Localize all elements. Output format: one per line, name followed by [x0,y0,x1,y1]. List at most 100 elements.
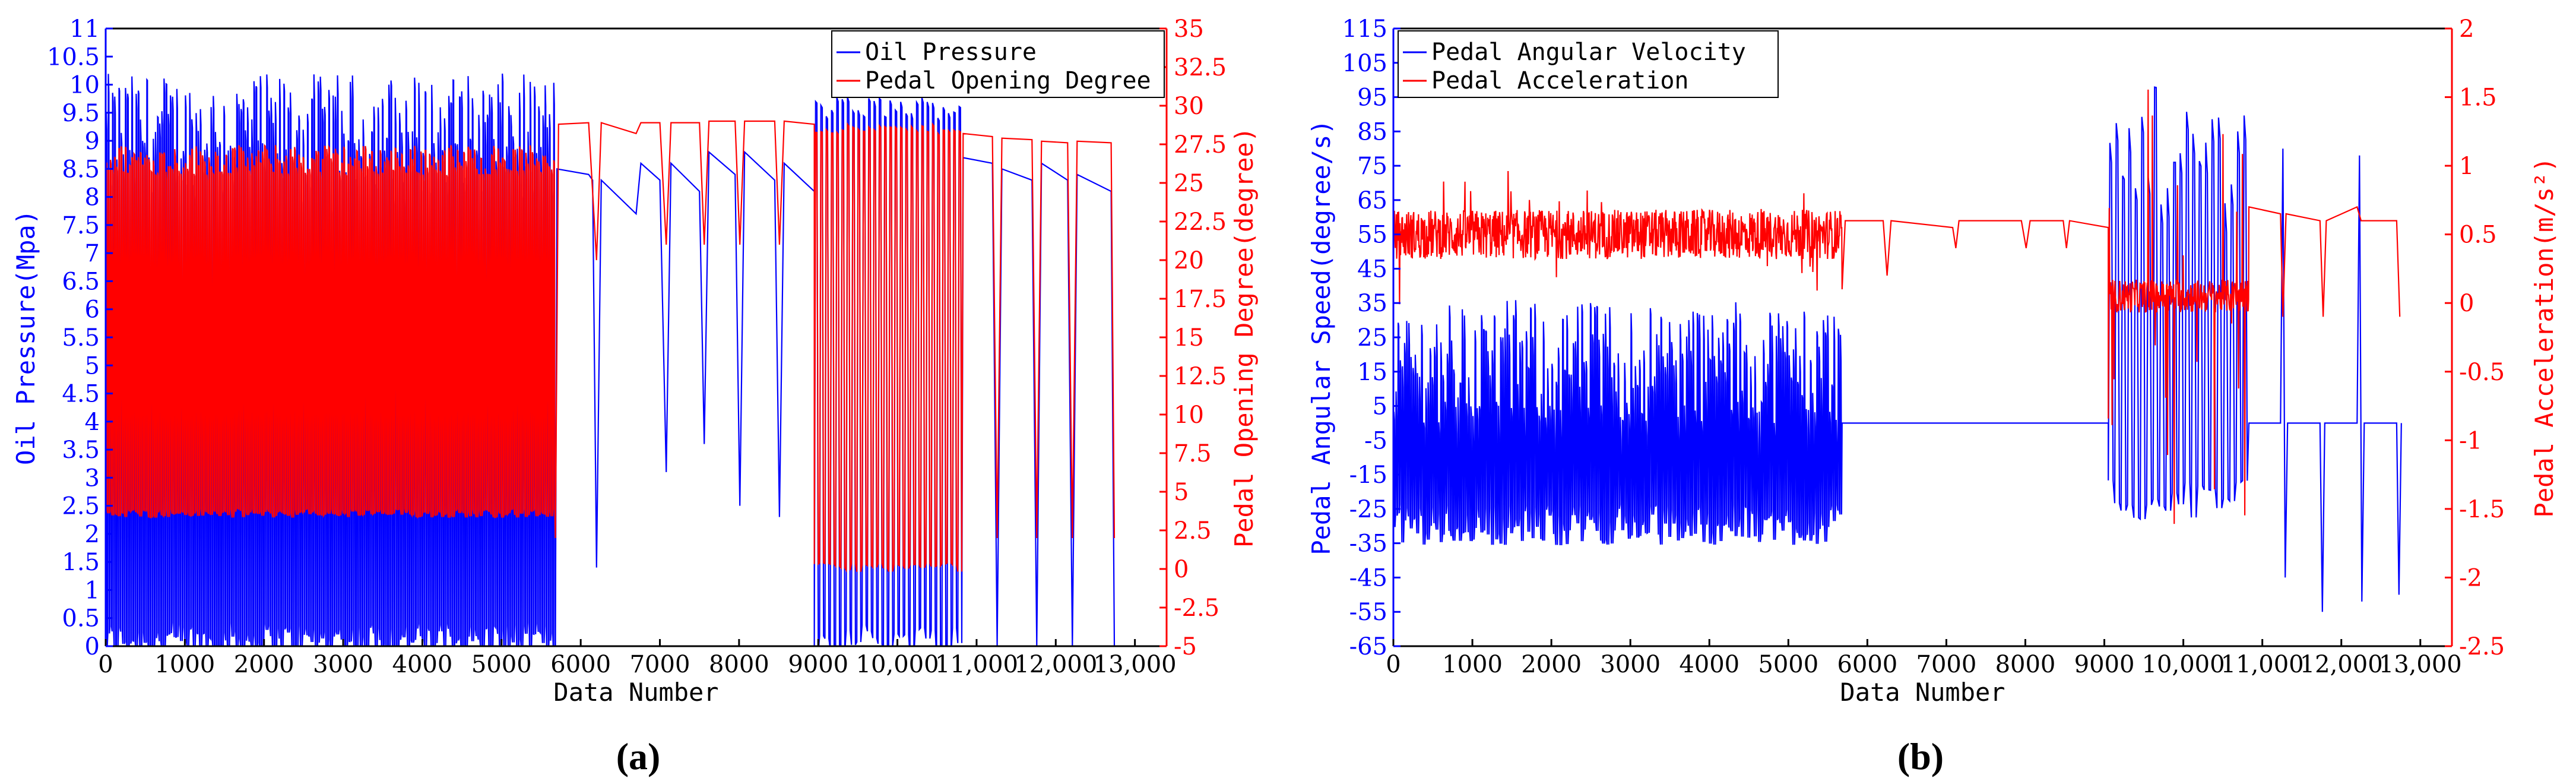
y-left-tick-label: 5 [1373,393,1387,420]
y-left-tick-label: 85 [1357,118,1387,146]
y-left-tick-label: 7 [85,240,100,267]
y-right-tick-label: 30 [1174,93,1204,120]
y-left-tick-label: 6.5 [62,268,100,295]
y-left-tick-label: -5 [1364,427,1387,454]
x-tick-label: 1000 [154,651,215,678]
y-left-tick-label: 10 [69,72,100,99]
x-tick-label: 4000 [392,651,453,678]
plot-area [106,73,1116,646]
y-right-tick-label: 0 [1174,556,1189,583]
y-left-tick-label: 7.5 [62,212,100,239]
y-right-tick-label: 17.5 [1174,286,1227,313]
y-right-tick-label: -2 [2459,564,2482,592]
y-left-tick-label: -45 [1349,564,1387,592]
x-tick-label: 4000 [1679,651,1739,678]
y-left-tick-label: 8 [85,184,100,211]
y-left-tick-label: 55 [1357,222,1387,249]
y-left-tick-label: 0 [85,633,100,660]
y-left-tick-label: 11 [69,15,100,43]
y-left-tick-label: 25 [1357,324,1387,352]
y-right-tick-label: 2 [2459,15,2474,43]
x-tick-label: 11,000 [2221,651,2304,678]
y-left-tick-label: 6 [85,296,100,324]
y-left-tick-label: 2 [85,521,100,548]
x-tick-label: 2000 [234,651,294,678]
legend-label: Pedal Acceleration [1431,67,1688,94]
y-left-tick-label: 10.5 [47,43,100,71]
y-left-tick-label: -65 [1349,633,1387,660]
y-right-tick-label: -1.5 [2459,496,2505,523]
x-tick-label: 8000 [1995,651,2056,678]
y-right-tick-label: -1 [2459,427,2482,454]
x-tick-label: 1000 [1442,651,1503,678]
y-left-tick-label: -25 [1349,496,1387,523]
y-left-tick-label: 4.5 [62,381,100,408]
y-left-tick-label: 3 [85,464,100,492]
legend-label: Oil Pressure [865,39,1037,66]
y-right-tick-label: 20 [1174,247,1204,274]
y-right-tick-label: 1.5 [2459,84,2497,112]
y-axis-left-title: Pedal Angular Speed(degree/s) [1307,119,1336,555]
y-right-tick-label: 1 [2459,153,2474,180]
y-right-tick-label: 35 [1174,15,1204,43]
x-tick-label: 3000 [313,651,373,678]
x-tick-label: 12,000 [2300,651,2383,678]
x-tick-label: 0 [1386,651,1401,678]
x-tick-label: 9000 [788,651,848,678]
y-axis-left-title: Oil Pressure(Mpa) [11,210,40,465]
y-left-tick-label: -35 [1349,530,1387,558]
y-left-tick-label: 8.5 [62,156,100,183]
x-tick-label: 10,000 [856,651,939,678]
y-left-tick-label: 115 [1342,15,1387,43]
x-tick-label: 8000 [709,651,769,678]
y-right-tick-label: -0.5 [2459,359,2505,386]
x-tick-label: 2000 [1521,651,1582,678]
x-axis-title: Data Number [553,678,718,707]
y-left-tick-label: 9.5 [62,100,100,127]
y-right-tick-label: 2.5 [1174,517,1212,545]
x-tick-label: 10,000 [2142,651,2225,678]
y-left-tick-label: 1.5 [62,549,100,576]
y-left-tick-label: -55 [1349,599,1387,626]
legend-label: Pedal Opening Degree [865,67,1151,94]
y-right-tick-label: 5 [1174,479,1189,506]
x-tick-label: 11,000 [935,651,1018,678]
legend-box [831,30,1165,98]
y-right-tick-label: 0 [2459,290,2474,317]
y-right-tick-label: 22.5 [1174,208,1227,236]
x-tick-label: 3000 [1600,651,1661,678]
series-line-pedal-opening-degree [106,120,1116,573]
x-axis-title: Data Number [1840,678,2005,707]
y-right-tick-label: -2.5 [1174,595,1219,622]
series-line-oil-pressure [106,73,1116,646]
x-tick-label: 5000 [471,651,532,678]
y-left-tick-label: 75 [1357,153,1387,180]
y-axis-right-title: Pedal Opening Degree(degree) [1230,127,1259,548]
panel-label: (b) [1897,735,1944,777]
chart-panel-b: 0 1000 2000 3000 4000 5000 6000 7000 8000 9000 10,… [1307,15,2559,777]
x-tick-label: 7000 [630,651,690,678]
x-tick-label: 12,000 [1014,651,1097,678]
x-tick-label: 6000 [550,651,611,678]
y-axis-right-title: Pedal Acceleration(m/s²) [2530,157,2559,518]
y-right-tick-label: 25 [1174,170,1204,197]
y-left-tick-label: 105 [1342,50,1387,77]
y-left-tick-label: 0.5 [62,605,100,633]
x-tick-label: 13,000 [2379,651,2462,678]
y-right-tick-label: 32.5 [1174,54,1227,81]
y-left-tick-label: 45 [1357,255,1387,283]
y-left-tick-label: 35 [1357,290,1387,317]
x-tick-label: 7000 [1916,651,1977,678]
y-left-tick-label: 5 [85,352,100,380]
x-tick-label: 9000 [2074,651,2135,678]
y-left-tick-label: 1 [85,577,100,604]
y-left-tick-label: 15 [1357,359,1387,386]
x-tick-label: 5000 [1758,651,1818,678]
y-left-tick-label: 4 [85,409,100,436]
y-left-tick-label: 65 [1357,187,1387,214]
x-tick-label: 6000 [1837,651,1897,678]
y-left-tick-label: 2.5 [62,493,100,520]
